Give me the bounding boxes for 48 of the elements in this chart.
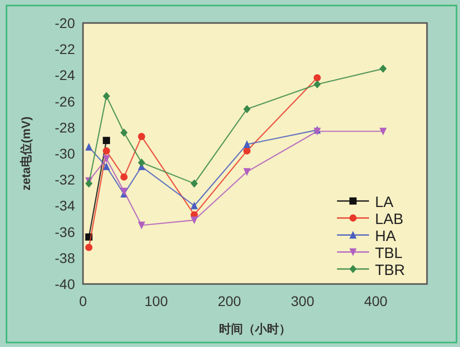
point [190,179,198,188]
x-tick-label: 0 [79,293,88,309]
point [243,140,251,148]
point [102,155,110,163]
y-tick-label: -36 [54,224,76,240]
y-tick-label: -24 [54,67,76,84]
legend-label: TBL [375,245,403,262]
y-tick-label: -34 [54,198,76,214]
y-tick-label: -32 [54,172,76,188]
x-tick-label: 300 [290,293,314,309]
point [102,162,110,170]
y-tick-label: -38 [54,250,76,266]
legend-label: TBR [375,262,406,279]
point [138,132,146,140]
legend-label: HA [375,228,396,245]
y-tick-label: -26 [54,93,76,110]
point [102,147,110,154]
point [243,168,251,176]
point [190,216,198,224]
y-tick-label: -28 [54,119,76,136]
point [120,128,128,137]
point [138,222,146,230]
point [85,179,92,188]
point [138,158,146,167]
point [102,136,110,144]
y-tick-label: -40 [54,276,76,292]
point [243,105,251,114]
point [120,188,128,196]
point [190,202,198,210]
point [314,80,321,88]
point [379,64,387,73]
legend-label: LA [375,194,394,211]
x-tick-label: 100 [144,293,168,309]
point [102,92,110,100]
legend-label: LAB [375,211,404,228]
point [120,173,128,181]
x-tick-label: 200 [218,293,242,309]
point [243,147,251,154]
y-tick-label: -20 [54,15,76,31]
y-axis-title: zeta电位(mV) [19,116,33,191]
point [85,244,92,252]
point [379,128,387,136]
y-tick-label: -30 [54,146,76,162]
x-tick-label: 400 [364,293,388,309]
point [85,142,92,151]
y-tick-label: -22 [54,41,76,58]
point [314,74,321,82]
x-axis-title: 时间（小时） [219,322,291,336]
